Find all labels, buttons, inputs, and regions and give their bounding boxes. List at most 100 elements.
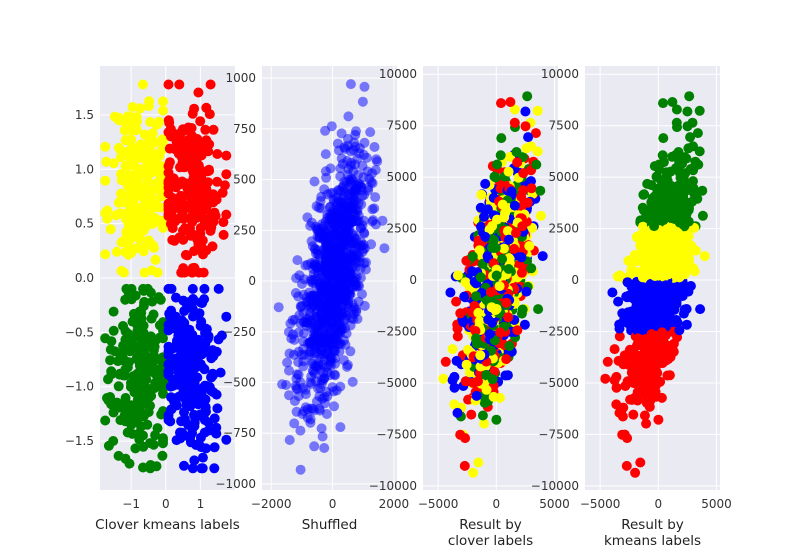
data-point bbox=[633, 333, 643, 344]
data-point bbox=[637, 350, 648, 361]
y-tick-label: −1.0 bbox=[65, 380, 94, 394]
data-point bbox=[206, 372, 217, 383]
data-point bbox=[126, 400, 137, 411]
data-point bbox=[197, 235, 208, 246]
data-point bbox=[685, 132, 696, 143]
data-point bbox=[311, 248, 321, 259]
data-point bbox=[663, 297, 674, 308]
y-tick-label: 10000 bbox=[379, 67, 417, 81]
data-point bbox=[497, 254, 508, 264]
panel-result-clover: −10000 −7500 −5000 −2500 0 2500 5000 7500 10000 −… bbox=[369, 66, 570, 549]
data-point bbox=[638, 189, 649, 200]
data-point bbox=[607, 287, 618, 298]
data-point bbox=[517, 304, 528, 315]
data-point bbox=[504, 341, 515, 351]
data-point bbox=[473, 307, 484, 318]
data-point bbox=[347, 261, 358, 272]
data-point bbox=[476, 189, 487, 200]
data-point bbox=[178, 234, 189, 245]
data-point bbox=[163, 341, 174, 352]
data-point bbox=[166, 392, 177, 403]
data-point bbox=[665, 166, 676, 177]
data-point bbox=[315, 196, 326, 207]
data-point bbox=[113, 381, 124, 392]
data-point bbox=[331, 192, 342, 203]
data-point bbox=[684, 197, 695, 208]
x-tick-label: 5000 bbox=[539, 497, 570, 511]
x-axis-label: kmeans labels bbox=[604, 533, 701, 549]
y-tick-label: 0 bbox=[409, 273, 417, 287]
y-tick-label: 1.0 bbox=[75, 162, 94, 176]
data-point bbox=[371, 154, 382, 165]
data-point bbox=[492, 214, 502, 225]
data-point bbox=[167, 235, 178, 245]
data-point bbox=[123, 328, 134, 339]
data-point bbox=[330, 370, 341, 381]
data-point bbox=[665, 264, 676, 274]
y-tick-label: 1000 bbox=[225, 71, 256, 85]
data-point bbox=[438, 373, 449, 384]
data-point bbox=[177, 152, 188, 163]
data-point bbox=[120, 416, 131, 427]
data-point bbox=[151, 200, 162, 211]
data-point bbox=[165, 218, 176, 229]
data-point bbox=[653, 414, 664, 425]
data-point bbox=[621, 291, 632, 302]
data-point bbox=[633, 291, 643, 302]
x-axis-label: Result by bbox=[459, 517, 522, 533]
data-point bbox=[617, 308, 628, 319]
data-point bbox=[164, 157, 175, 168]
data-point bbox=[292, 255, 303, 266]
data-point bbox=[163, 127, 174, 138]
data-point bbox=[148, 345, 159, 356]
data-point bbox=[334, 236, 345, 247]
data-point bbox=[179, 267, 190, 278]
data-point bbox=[146, 313, 157, 324]
data-point bbox=[496, 133, 507, 144]
data-point bbox=[221, 434, 232, 445]
data-point bbox=[648, 242, 659, 253]
data-point bbox=[650, 235, 661, 245]
data-point bbox=[699, 251, 710, 262]
data-point bbox=[503, 166, 514, 177]
data-point bbox=[479, 418, 490, 429]
data-point bbox=[650, 391, 661, 402]
data-point bbox=[321, 409, 332, 419]
data-point bbox=[284, 365, 294, 376]
y-tick-label: 5000 bbox=[386, 170, 417, 184]
data-point bbox=[621, 460, 632, 471]
data-point bbox=[199, 427, 210, 438]
data-point bbox=[333, 185, 344, 195]
data-point bbox=[314, 349, 324, 360]
data-point bbox=[201, 443, 211, 454]
data-point bbox=[306, 378, 317, 389]
data-point bbox=[169, 144, 180, 154]
data-point bbox=[455, 308, 466, 319]
data-point bbox=[148, 150, 159, 161]
y-tick-label: −10000 bbox=[531, 479, 579, 493]
data-point bbox=[283, 327, 294, 337]
data-point bbox=[483, 314, 494, 325]
data-point bbox=[194, 209, 204, 220]
data-point bbox=[683, 143, 694, 154]
data-point bbox=[350, 280, 361, 291]
data-point bbox=[477, 410, 488, 421]
data-point bbox=[637, 272, 648, 283]
data-point bbox=[452, 407, 463, 418]
data-point bbox=[321, 240, 332, 251]
data-point bbox=[138, 225, 149, 236]
x-tick-label: 0 bbox=[654, 497, 662, 511]
data-point bbox=[138, 430, 148, 441]
data-point bbox=[484, 329, 495, 340]
data-point bbox=[315, 365, 326, 375]
data-point bbox=[123, 222, 134, 233]
data-point bbox=[195, 222, 206, 233]
data-point bbox=[131, 116, 142, 127]
data-point bbox=[663, 354, 674, 365]
data-point bbox=[154, 320, 165, 331]
data-point bbox=[503, 264, 514, 274]
data-point bbox=[468, 467, 479, 478]
data-point bbox=[143, 176, 154, 187]
data-point bbox=[357, 96, 368, 107]
